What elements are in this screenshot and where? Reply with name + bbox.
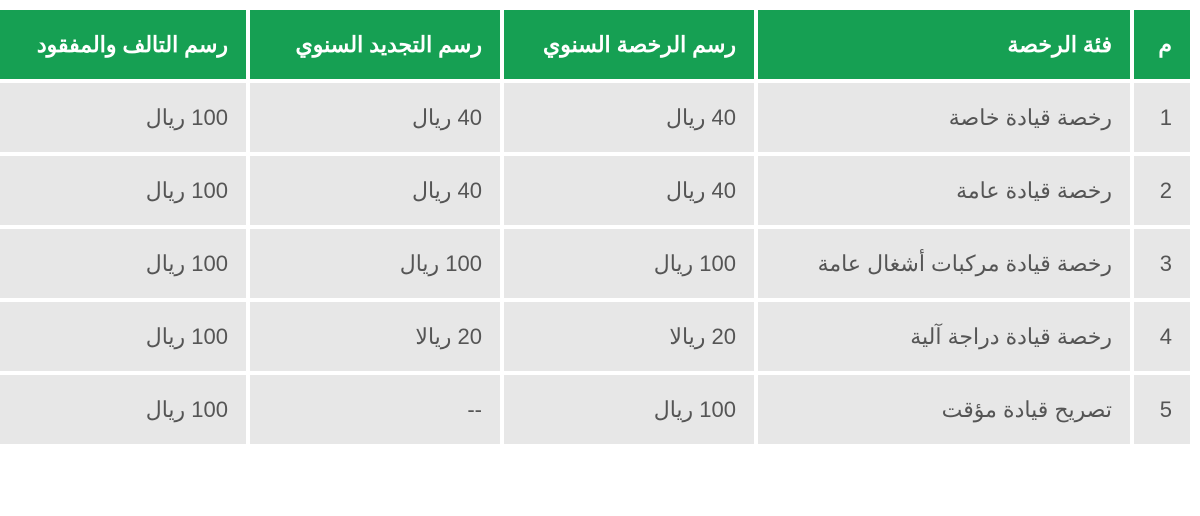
cell-category: رخصة قيادة خاصة — [758, 83, 1130, 152]
cell-index: 2 — [1134, 156, 1190, 225]
header-row: م فئة الرخصة رسم الرخصة السنوي رسم التجد… — [0, 10, 1190, 79]
cell-lost-fee: 100 ريال — [0, 156, 246, 225]
row-1: 1 رخصة قيادة خاصة 40 ريال 40 ريال 100 ري… — [0, 83, 1190, 152]
row-4: 4 رخصة قيادة دراجة آلية 20 ريالا 20 ريال… — [0, 302, 1190, 371]
cell-license-fee: 20 ريالا — [504, 302, 754, 371]
cell-index: 1 — [1134, 83, 1190, 152]
row-2: 2 رخصة قيادة عامة 40 ريال 40 ريال 100 ري… — [0, 156, 1190, 225]
col-license-fee: رسم الرخصة السنوي — [504, 10, 754, 79]
cell-renewal-fee: 20 ريالا — [250, 302, 500, 371]
cell-category: رخصة قيادة عامة — [758, 156, 1130, 225]
row-3: 3 رخصة قيادة مركبات أشغال عامة 100 ريال … — [0, 229, 1190, 298]
table-body: 1 رخصة قيادة خاصة 40 ريال 40 ريال 100 ري… — [0, 83, 1190, 444]
cell-renewal-fee: 40 ريال — [250, 83, 500, 152]
cell-index: 3 — [1134, 229, 1190, 298]
license-fees-table: م فئة الرخصة رسم الرخصة السنوي رسم التجد… — [0, 6, 1194, 448]
cell-renewal-fee: 100 ريال — [250, 229, 500, 298]
col-lost-fee: رسم التالف والمفقود — [0, 10, 246, 79]
cell-index: 5 — [1134, 375, 1190, 444]
cell-category: رخصة قيادة مركبات أشغال عامة — [758, 229, 1130, 298]
col-index: م — [1134, 10, 1190, 79]
cell-license-fee: 100 ريال — [504, 375, 754, 444]
cell-lost-fee: 100 ريال — [0, 375, 246, 444]
col-category: فئة الرخصة — [758, 10, 1130, 79]
cell-renewal-fee: 40 ريال — [250, 156, 500, 225]
cell-category: تصريح قيادة مؤقت — [758, 375, 1130, 444]
cell-license-fee: 40 ريال — [504, 156, 754, 225]
cell-lost-fee: 100 ريال — [0, 83, 246, 152]
cell-lost-fee: 100 ريال — [0, 229, 246, 298]
cell-category: رخصة قيادة دراجة آلية — [758, 302, 1130, 371]
cell-license-fee: 40 ريال — [504, 83, 754, 152]
cell-renewal-fee: -- — [250, 375, 500, 444]
cell-lost-fee: 100 ريال — [0, 302, 246, 371]
cell-license-fee: 100 ريال — [504, 229, 754, 298]
cell-index: 4 — [1134, 302, 1190, 371]
col-renewal-fee: رسم التجديد السنوي — [250, 10, 500, 79]
row-5: 5 تصريح قيادة مؤقت 100 ريال -- 100 ريال — [0, 375, 1190, 444]
